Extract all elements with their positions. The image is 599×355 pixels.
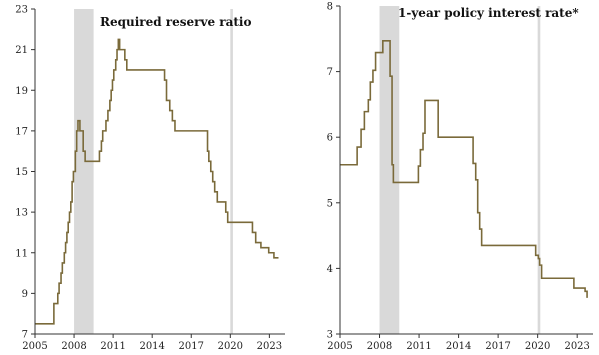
x-tick-label: 2008 [367, 341, 392, 352]
series-line [35, 38, 279, 325]
shaded-periods [379, 6, 541, 334]
x-tick-label: 2005 [22, 341, 47, 352]
y-tick-label: 21 [15, 45, 28, 56]
x-tick-label: 2014 [139, 341, 164, 352]
x-tick-label: 2023 [564, 341, 589, 352]
y-tick-label: 5 [327, 198, 333, 209]
x-tick-label: 2023 [257, 341, 282, 352]
y-tick-label: 8 [327, 2, 333, 13]
y-tick-label: 9 [22, 289, 28, 300]
y-tick-label: 4 [327, 264, 333, 275]
x-tick-label: 2017 [485, 341, 510, 352]
series-group [35, 38, 279, 325]
shaded-period [74, 9, 94, 334]
policy-rate-title: 1-year policy interest rate* [398, 6, 579, 20]
y-tick-label: 11 [15, 248, 28, 259]
x-tick-label: 2020 [525, 341, 550, 352]
shaded-period [230, 9, 233, 334]
x-tick-label: 2014 [446, 341, 471, 352]
x-tick-label: 2020 [218, 341, 243, 352]
y-tick-label: 6 [327, 133, 333, 144]
shaded-period [379, 6, 400, 334]
axes: 3 4 5 6 7 8 2005 2008 2011 2014 2017 2020 2023 [327, 2, 593, 352]
y-tick-label: 13 [15, 208, 28, 219]
axes: 7 9 11 13 15 17 19 21 23 2005 2008 2011 2014 2017 2020… [15, 5, 285, 352]
x-tick-label: 2011 [406, 341, 431, 352]
y-tick-label: 19 [15, 86, 28, 97]
y-tick-label: 15 [15, 167, 28, 178]
x-tick-label: 2011 [100, 341, 125, 352]
y-tick-label: 23 [15, 5, 28, 16]
x-tick-label: 2017 [179, 341, 204, 352]
series-line [340, 39, 588, 298]
y-tick-label: 3 [327, 330, 333, 341]
reserve-ratio-panel: 7 9 11 13 15 17 19 21 23 2005 2008 2011 2014 2017 2020… [15, 5, 285, 352]
reserve-ratio-title: Required reserve ratio [100, 15, 251, 29]
y-tick-label: 7 [22, 330, 28, 341]
shaded-periods [74, 9, 233, 334]
x-tick-label: 2005 [327, 341, 352, 352]
shaded-period [537, 6, 541, 334]
series-group [340, 39, 588, 298]
policy-rate-panel: 3 4 5 6 7 8 2005 2008 2011 2014 2017 2020 2023 1-yea… [327, 2, 593, 352]
y-tick-label: 17 [15, 126, 28, 137]
y-tick-label: 7 [327, 67, 333, 78]
x-tick-label: 2008 [61, 341, 86, 352]
